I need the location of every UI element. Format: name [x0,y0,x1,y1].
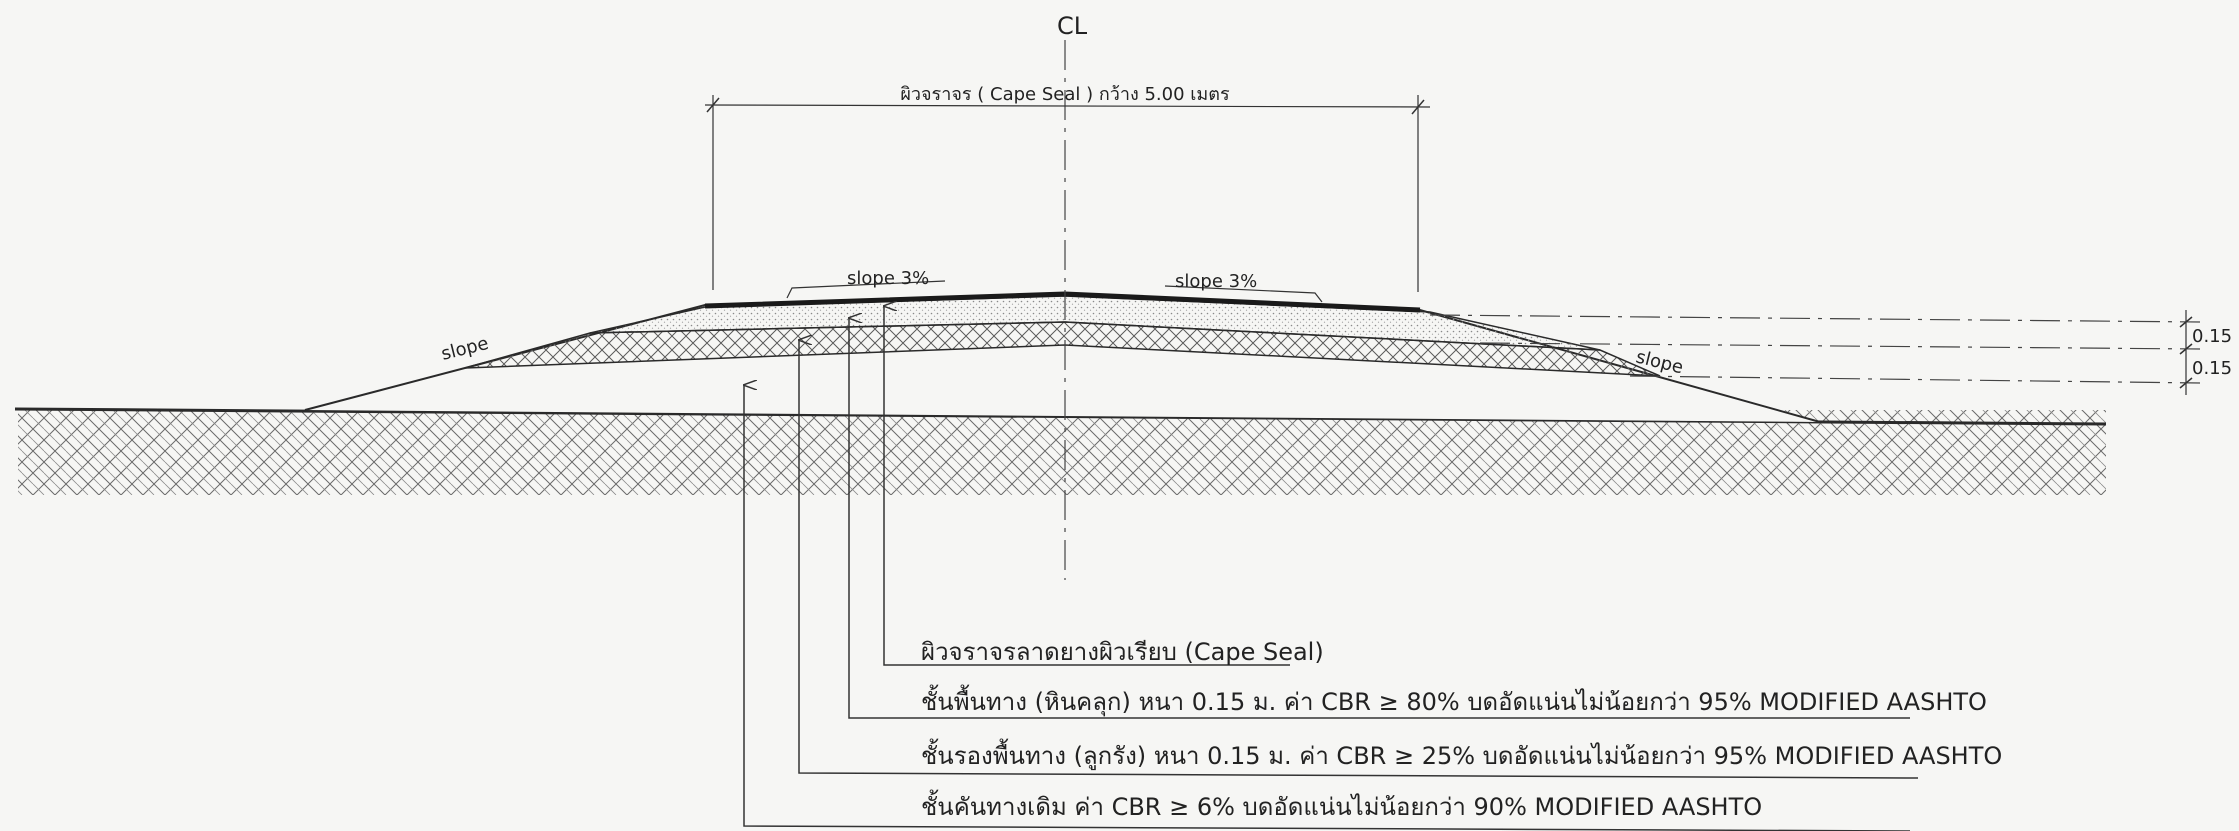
layer-label-subbase: ชั้นรองพื้นทาง (ลูกรัง) หนา 0.15 ม. ค่า … [921,738,2002,771]
thickness-tick-1 [2179,316,2193,328]
leader-base [849,318,1910,719]
level-line-3 [1629,375,2201,384]
slope-label-side-left: slope [439,333,491,365]
thickness-dimension: 0.15 0.15 [1429,310,2232,395]
dim-tick-right [1411,99,1425,115]
existing-ground [14,407,2107,495]
dim-tick-left [706,97,720,113]
slope-label-top-right: slope 3% [1175,271,1257,292]
thickness-tick-3 [2179,377,2193,389]
level-line-2 [1479,342,2201,350]
layer-label-base: ชั้นพื้นทาง (หินคลุก) หนา 0.15 ม. ค่า CB… [921,684,1987,717]
base-layer [589,295,1601,351]
leader-lines [744,306,1919,831]
width-dimension: ผิวจราจร ( Cape Seal ) กว้าง 5.00 เมตร [704,84,1431,292]
dim-line [704,104,1431,108]
thickness-label-lower: 0.15 [2192,358,2232,379]
layer-label-embankment: ชั้นคันทางเดิม ค่า CBR ≥ 6% บดอัดแน่นไม่… [921,789,1762,821]
leader-embankment [744,385,1911,831]
thickness-label-upper: 0.15 [2192,326,2232,347]
centerline-label: CL [1057,12,1088,40]
slope-arrow-right [1164,285,1323,303]
ground-fill [18,410,2106,495]
layer-label-surface: ผิวจราจรลาดยางผิวเรียบ (Cape Seal) [921,638,1324,666]
centerline: CL [1057,12,1088,580]
slope-arrow-left [786,280,946,299]
slope-label-top-left: slope 3% [847,268,929,289]
level-line-1 [1429,314,2201,323]
thickness-tick-2 [2179,343,2193,355]
width-label: ผิวจราจร ( Cape Seal ) กว้าง 5.00 เมตร [900,84,1230,105]
leader-subbase [799,340,1919,779]
top-slope-annotations: slope 3% slope 3% [786,268,1323,303]
leader-surface [884,306,1290,666]
